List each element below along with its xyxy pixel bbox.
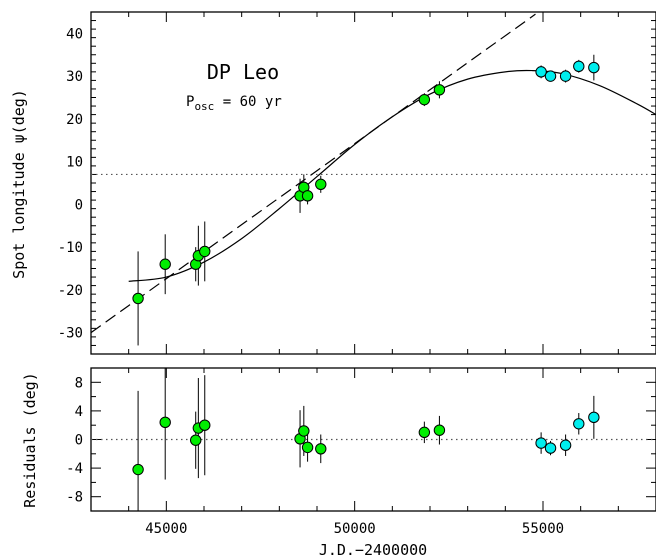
top-y-tick-label: 40	[66, 26, 83, 42]
top-data-point	[573, 60, 585, 72]
top-data-point	[315, 178, 327, 190]
bottom-data-point	[132, 463, 144, 476]
bottom-data-point	[315, 443, 327, 455]
x-tick-label: 55000	[522, 521, 564, 537]
top-data-point	[588, 61, 600, 74]
x-tick-label: 50000	[334, 521, 376, 537]
top-y-tick-label: -10	[58, 240, 83, 256]
bottom-y-tick-label: 0	[75, 433, 83, 449]
top-data-point	[559, 70, 572, 82]
bottom-data-point	[190, 434, 202, 446]
bottom-data-point	[159, 416, 171, 429]
linear-fit-line	[91, 13, 536, 334]
top-data-point	[433, 84, 446, 96]
top-data-point	[301, 190, 314, 202]
top-y-tick-label: 30	[66, 69, 83, 85]
bottom-data-point	[544, 442, 557, 454]
top-data-point	[199, 245, 211, 258]
bottom-data-point	[559, 439, 572, 451]
bottom-data-point	[433, 424, 446, 436]
top-data-point	[159, 258, 171, 270]
top-data-point	[418, 93, 431, 106]
bottom-data-point	[573, 418, 585, 430]
bottom-y-tick-label: -4	[66, 461, 83, 477]
top-y-tick-label: -20	[58, 283, 83, 299]
bottom-y-tick-label: 4	[75, 404, 83, 420]
bottom-data-point	[588, 411, 600, 424]
top-panel: -30 -20 -10 0 10 20 30 40	[58, 11, 656, 355]
bottom-data-point	[199, 419, 211, 431]
sinusoid-fit-curve	[128, 69, 656, 282]
top-y-tick-label: -30	[58, 326, 83, 342]
chart-title: DP Leo	[207, 60, 279, 84]
bottom-y-tick-label: 8	[75, 375, 83, 391]
chart-subtitle: Posc = 60 yr	[186, 94, 282, 113]
top-y-tick-label: 0	[75, 197, 83, 213]
bottom-data-point	[535, 437, 547, 449]
top-y-axis-label: Spot longitude ψ(deg)	[10, 89, 28, 279]
top-data-point	[535, 66, 547, 78]
bottom-data-point	[301, 441, 314, 454]
bottom-y-tick-label: -8	[66, 490, 83, 506]
x-tick-label: 45000	[145, 521, 187, 537]
bottom-panel: -8 -4 0 4 8 45000 50000 55000	[66, 367, 656, 537]
bottom-y-axis-label: Residuals (deg)	[21, 372, 39, 507]
top-data-point	[544, 70, 557, 82]
top-data-point	[132, 292, 144, 305]
top-y-tick-label: 20	[66, 112, 83, 128]
bottom-data-point	[298, 425, 310, 437]
x-axis-label: J.D.−2400000	[319, 541, 427, 559]
top-y-tick-label: 10	[66, 155, 83, 171]
top-plot-frame	[90, 11, 656, 355]
bottom-data-point	[418, 426, 431, 439]
